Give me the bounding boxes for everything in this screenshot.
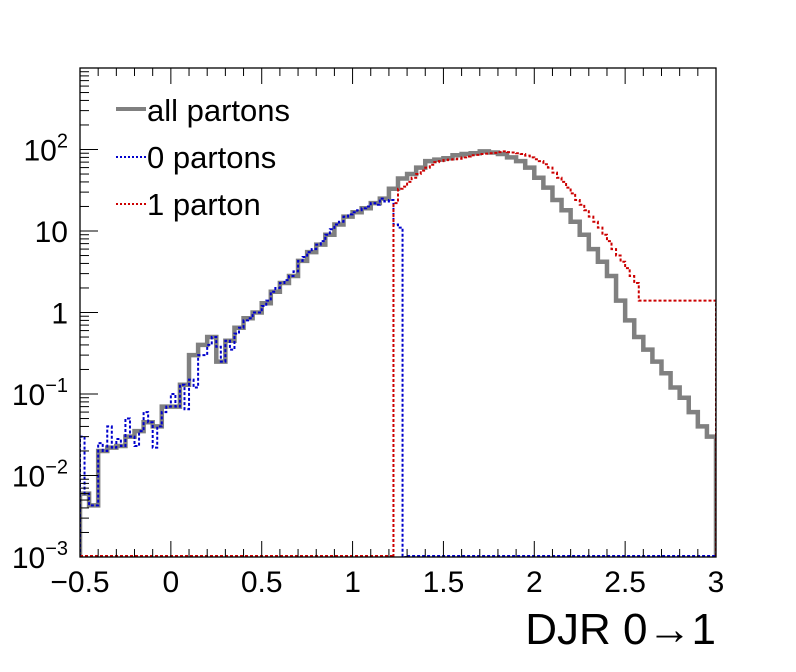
y-tick-label: 10 [35,216,68,249]
series-1-parton [392,150,716,557]
legend: all partons 0 partons 1 parton [116,93,290,222]
series-all-partons [80,149,716,557]
y-tick-labels: 10−3 10−2 10−1 1 10 102 [12,131,68,576]
series-0-partons [80,197,408,557]
x-tick-label: 1.5 [423,566,465,599]
plot-frame [79,67,717,558]
x-tick-label: 0.5 [241,566,283,599]
series-layer [80,149,716,557]
x-tick-labels: −0.5 0 0.5 1 1.5 2 2.5 3 [50,566,724,599]
y-tick-label: 10−1 [12,375,68,412]
x-tick-label: 1 [344,566,361,599]
legend-label-all-partons: all partons [147,93,290,128]
y-tick-label: 10−2 [12,457,68,494]
x-axis-title: DJR 0→1 [525,605,716,654]
x-tick-label: 0 [163,566,180,599]
y-tick-label: 102 [24,131,69,168]
legend-label-1-parton: 1 parton [147,187,261,222]
legend-label-0-partons: 0 partons [147,140,276,175]
x-tick-label: 3 [708,566,725,599]
x-tick-label: 2.5 [604,566,646,599]
x-tick-label: 2 [526,566,543,599]
y-tick-label: 10−3 [12,538,68,575]
y-tick-label: 1 [51,298,68,331]
x-tick-label: −0.5 [50,566,109,599]
